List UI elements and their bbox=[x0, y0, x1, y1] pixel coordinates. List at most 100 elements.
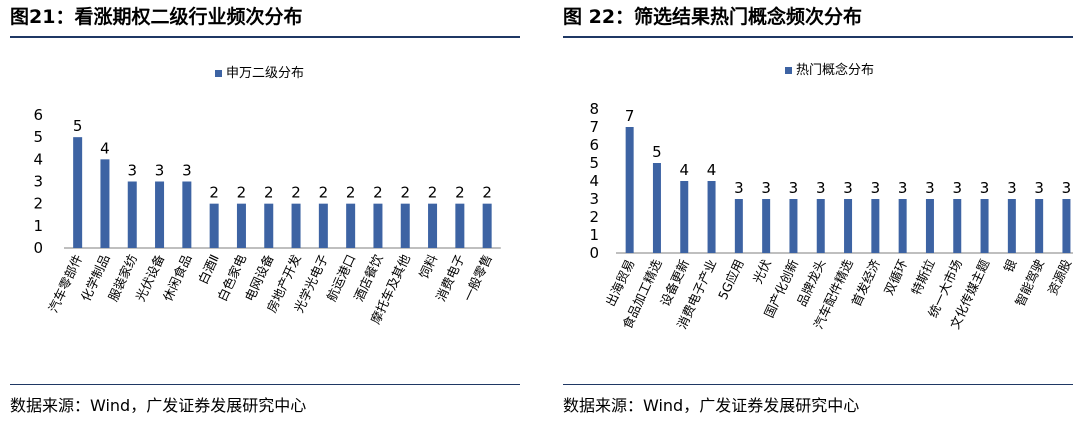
left-bar bbox=[264, 203, 274, 248]
left-ytick-label: 0 bbox=[33, 239, 43, 257]
right-data-label: 3 bbox=[789, 179, 799, 197]
right-data-label: 3 bbox=[1034, 179, 1044, 197]
right-bar bbox=[953, 199, 962, 253]
right-source-rule bbox=[563, 384, 1073, 385]
right-bar bbox=[680, 181, 689, 253]
left-bar bbox=[318, 203, 328, 248]
left-data-label: 3 bbox=[155, 162, 165, 180]
right-bar bbox=[925, 199, 934, 253]
right-data-label: 5 bbox=[652, 143, 662, 161]
left-category-label: 饲料 bbox=[416, 251, 440, 280]
right-data-label: 4 bbox=[679, 161, 689, 179]
right-ytick-label: 0 bbox=[589, 244, 599, 262]
right-data-label: 3 bbox=[761, 179, 771, 197]
right-bar bbox=[734, 199, 743, 253]
left-bar bbox=[291, 203, 301, 248]
left-legend: 申万二级分布 bbox=[215, 66, 304, 81]
right-category-label: 特斯拉 bbox=[908, 256, 938, 297]
left-bar bbox=[482, 203, 492, 248]
right-bar bbox=[844, 199, 853, 253]
left-data-label: 3 bbox=[127, 162, 137, 180]
right-legend: 热门概念分布 bbox=[785, 62, 874, 78]
right-bar bbox=[1062, 199, 1071, 253]
left-source-rule bbox=[10, 384, 520, 385]
left-data-label: 2 bbox=[400, 184, 410, 202]
left-data-label: 2 bbox=[291, 184, 301, 202]
left-bar bbox=[346, 203, 356, 248]
left-source-note: 数据来源：Wind，广发证券发展研究中心 bbox=[10, 396, 307, 415]
right-panel: 图 22：筛选结果热门概念频次分布 热门概念分布 0 1 2 3 4 5 6 7 8 7 出海贸易 5 食… bbox=[563, 0, 1073, 422]
right-ytick-label: 5 bbox=[589, 154, 599, 172]
left-bar bbox=[400, 203, 410, 248]
left-ytick-label: 1 bbox=[33, 217, 43, 235]
left-bar-chart: 申万二级分布01234565汽车零部件4化学制品3服装家纺3光伏设备3休闲食品2… bbox=[33, 66, 501, 326]
left-ytick-label: 6 bbox=[33, 106, 43, 124]
left-panel: 图21：看涨期权二级行业频次分布 申万二级分布 0 1 2 3 4 5 6 5 汽车零部件 4 化学制… bbox=[10, 0, 520, 422]
right-data-label: 3 bbox=[734, 179, 744, 197]
right-bar bbox=[1035, 199, 1044, 253]
left-ytick-label: 5 bbox=[33, 128, 43, 146]
left-ytick-label: 2 bbox=[33, 195, 43, 213]
left-bar bbox=[155, 181, 165, 248]
right-category-label: 双循环 bbox=[881, 257, 910, 297]
left-chart-title: 图21：看涨期权二级行业频次分布 bbox=[10, 6, 303, 28]
right-ytick-label: 6 bbox=[589, 136, 599, 154]
right-legend-label: 热门概念分布 bbox=[796, 62, 874, 78]
right-ytick-label: 8 bbox=[589, 100, 599, 118]
right-data-label: 3 bbox=[871, 179, 881, 197]
right-bar bbox=[707, 181, 716, 253]
right-category-label: 光伏 bbox=[750, 256, 774, 285]
right-data-label: 3 bbox=[925, 179, 935, 197]
left-legend-swatch bbox=[215, 70, 222, 77]
left-data-label: 5 bbox=[73, 117, 83, 135]
right-bar bbox=[762, 199, 771, 253]
right-data-label: 3 bbox=[1062, 179, 1072, 197]
left-data-label: 2 bbox=[209, 184, 219, 202]
left-bar bbox=[455, 203, 465, 248]
right-data-label: 3 bbox=[980, 179, 990, 197]
right-data-label: 3 bbox=[952, 179, 962, 197]
right-bar bbox=[898, 199, 907, 253]
left-data-label: 2 bbox=[482, 184, 492, 202]
left-bar bbox=[100, 159, 110, 248]
left-legend-label: 申万二级分布 bbox=[226, 66, 304, 81]
right-data-label: 4 bbox=[707, 161, 717, 179]
left-data-label: 2 bbox=[237, 184, 247, 202]
left-bar bbox=[182, 181, 192, 248]
right-category-label: 银 bbox=[1001, 256, 1020, 274]
left-data-label: 2 bbox=[428, 184, 438, 202]
left-category-label: 白酒Ⅱ bbox=[195, 252, 222, 287]
right-data-label: 3 bbox=[898, 179, 908, 197]
left-bar bbox=[73, 137, 83, 248]
right-bar bbox=[871, 199, 880, 253]
right-title-rule bbox=[563, 36, 1073, 38]
left-data-label: 2 bbox=[319, 184, 329, 202]
left-category-label: 汽车零部件 bbox=[45, 252, 85, 315]
right-ytick-label: 4 bbox=[589, 172, 599, 190]
right-ytick-label: 3 bbox=[589, 190, 599, 208]
left-data-label: 3 bbox=[182, 162, 192, 180]
left-bar bbox=[209, 203, 219, 248]
left-bar bbox=[428, 203, 438, 248]
right-legend-swatch bbox=[785, 67, 792, 74]
left-data-label: 2 bbox=[264, 184, 274, 202]
left-data-label: 2 bbox=[373, 184, 383, 202]
right-bar bbox=[980, 199, 989, 253]
right-data-label: 3 bbox=[1007, 179, 1017, 197]
right-chart-title: 图 22：筛选结果热门概念频次分布 bbox=[563, 6, 863, 28]
right-category-label: 5G应用 bbox=[715, 257, 747, 302]
left-data-label: 4 bbox=[100, 139, 110, 157]
right-bar bbox=[1007, 199, 1016, 253]
left-title-rule bbox=[10, 36, 520, 38]
right-ytick-label: 7 bbox=[589, 118, 599, 136]
right-bar bbox=[789, 199, 798, 253]
right-ytick-label: 2 bbox=[589, 208, 599, 226]
right-source-note: 数据来源：Wind，广发证券发展研究中心 bbox=[563, 396, 860, 415]
right-ytick-label: 1 bbox=[589, 226, 599, 244]
right-data-label: 3 bbox=[816, 179, 826, 197]
right-bar bbox=[625, 127, 634, 253]
left-data-label: 2 bbox=[455, 184, 465, 202]
left-bar bbox=[373, 203, 383, 248]
left-bar bbox=[236, 203, 246, 248]
